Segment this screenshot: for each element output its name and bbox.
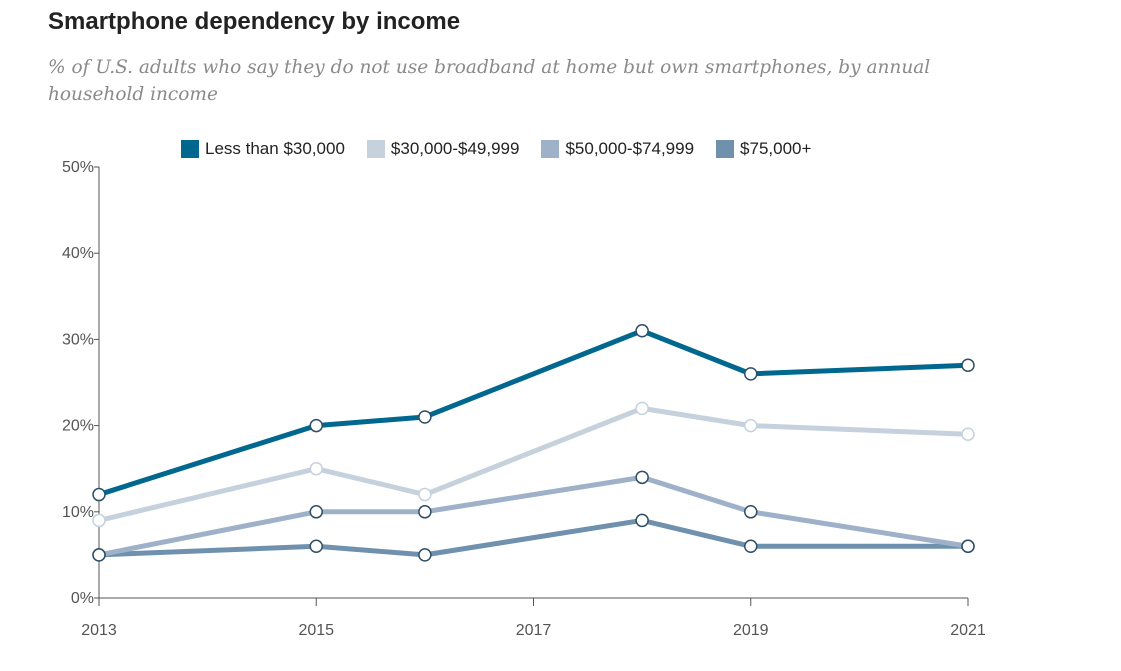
data-point	[961, 358, 975, 373]
data-point	[744, 367, 758, 381]
legend-label: $75,000+	[740, 139, 812, 158]
legend-swatch	[716, 140, 735, 158]
data-point	[635, 401, 649, 416]
data-point	[309, 505, 323, 519]
legend-swatch	[181, 140, 199, 158]
legend-item: $50,000-$74,999	[541, 139, 694, 159]
x-tick-label: 2015	[298, 622, 334, 639]
x-tick-label: 2019	[733, 622, 769, 639]
data-point	[961, 427, 975, 441]
legend-item: $75,000+	[716, 139, 811, 159]
x-tick-label: 2013	[81, 622, 117, 639]
legend-item: Less than $30,000	[181, 139, 345, 159]
data-point	[309, 461, 323, 476]
legend-label: Less than $30,000	[205, 139, 345, 158]
legend-swatch	[366, 140, 385, 158]
x-tick-label: 2021	[950, 622, 986, 639]
series-line	[96, 474, 971, 558]
data-point	[635, 324, 649, 338]
data-point	[418, 505, 432, 519]
data-point	[309, 539, 323, 554]
y-tick-label: 0%	[71, 590, 94, 607]
y-tick-label: 20%	[62, 418, 94, 435]
series-line	[96, 328, 971, 498]
data-point	[744, 539, 758, 554]
series-line	[96, 405, 971, 523]
series-line	[96, 517, 971, 558]
legend-item: $30,000-$49,999	[366, 139, 520, 159]
chart-subtitle: % of U.S. adults who say they do not use…	[48, 57, 931, 105]
data-point	[635, 513, 649, 528]
data-point	[309, 418, 323, 433]
y-tick-label: 10%	[62, 504, 94, 521]
data-point	[418, 410, 432, 424]
y-tick-label: 50%	[62, 159, 94, 176]
data-point	[418, 487, 432, 502]
data-point	[961, 539, 975, 554]
data-point	[92, 548, 106, 562]
legend-label: $30,000-$49,999	[390, 139, 520, 158]
data-point	[635, 470, 649, 485]
data-point	[744, 418, 758, 433]
data-point	[418, 548, 432, 562]
y-tick-label: 30%	[62, 331, 94, 348]
data-point	[744, 505, 758, 519]
legend-swatch	[541, 140, 560, 158]
x-tick-label: 2017	[516, 622, 552, 639]
data-point	[92, 513, 106, 528]
legend-label: $50,000-$74,999	[565, 139, 695, 158]
data-point	[92, 487, 106, 502]
y-tick-label: 40%	[62, 245, 94, 262]
chart-title: Smartphone dependency by income	[48, 8, 461, 35]
legend: Less than $30,000 $30,000-$49,999 $50,00…	[181, 138, 833, 160]
